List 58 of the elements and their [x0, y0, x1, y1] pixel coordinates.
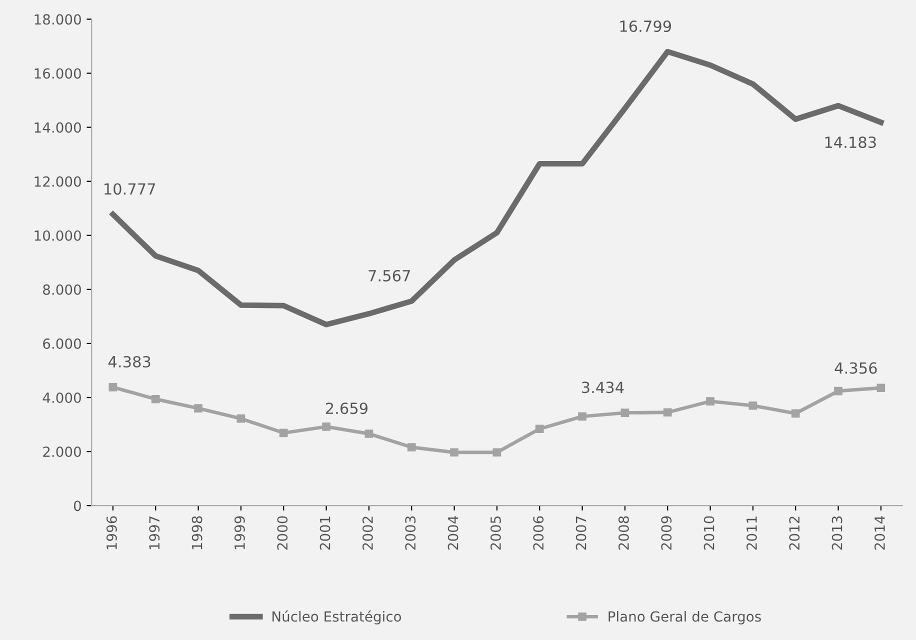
- y-tick-label: 18.000: [34, 14, 81, 25]
- y-tick-label: 10.000: [34, 230, 81, 241]
- x-tick-label: 2005: [490, 516, 501, 550]
- data-label: 3.434: [582, 382, 624, 394]
- data-label: 7.567: [368, 270, 410, 282]
- x-tick-label: 2007: [576, 516, 586, 550]
- point: [364, 430, 374, 438]
- x-tick-label: 2000: [277, 516, 288, 550]
- y-tick-label: 4.000: [42, 392, 81, 403]
- legend-label: Núcleo Estratégico: [272, 610, 402, 624]
- point: [108, 382, 118, 392]
- point: [578, 412, 586, 421]
- x-tick-label: 2014: [874, 516, 885, 550]
- y-tick-label: 14.000: [34, 122, 81, 133]
- point: [450, 448, 458, 457]
- x-tick-label: 2012: [789, 516, 800, 550]
- point: [236, 414, 246, 423]
- x-tick-label: 2008: [618, 516, 629, 550]
- data-label: 4.356: [834, 362, 877, 374]
- y-tick-label: 0: [74, 500, 81, 512]
- x-tick-label: 1997: [149, 516, 160, 550]
- x-tick-label: 1996: [106, 516, 117, 550]
- point: [834, 386, 842, 396]
- legend-label: Plano Geral de Cargos: [608, 610, 761, 624]
- x-tick-label: 2010: [704, 516, 714, 550]
- point: [535, 424, 544, 434]
- x-tick-label: 1998: [192, 516, 202, 550]
- point: [663, 408, 672, 417]
- x-tick-label: 2013: [832, 516, 842, 550]
- x-tick-label: 2004: [448, 516, 458, 550]
- x-tick-label: 2011: [746, 516, 757, 550]
- point: [620, 408, 630, 417]
- data-label: 16.799: [620, 20, 672, 32]
- x-tick-label: 2006: [533, 516, 544, 550]
- data-label: 2.659: [326, 402, 368, 414]
- point: [194, 404, 202, 412]
- x-tick-label: 2003: [405, 516, 416, 550]
- point: [279, 428, 288, 438]
- point: [151, 394, 160, 404]
- x-tick-label: 2001: [320, 516, 330, 550]
- point: [706, 397, 714, 406]
- y-tick-label: 12.000: [34, 176, 81, 187]
- data-label: 14.183: [825, 136, 876, 148]
- point: [407, 443, 416, 452]
- y-tick-label: 2.000: [43, 446, 81, 458]
- point: [492, 448, 502, 457]
- y-tick-label: 16.000: [34, 68, 81, 79]
- point: [748, 401, 758, 410]
- point: [791, 409, 800, 418]
- x-tick-label: 2002: [362, 516, 373, 550]
- point: [322, 422, 330, 431]
- data-label: 10.777: [104, 183, 156, 195]
- x-tick-label: 2009: [661, 516, 672, 550]
- data-label: 4.383: [108, 356, 150, 368]
- x-tick-label: 1999: [234, 516, 245, 550]
- y-tick-label: 6.000: [43, 338, 81, 349]
- y-tick-label: 8.000: [43, 284, 81, 295]
- point: [876, 384, 886, 392]
